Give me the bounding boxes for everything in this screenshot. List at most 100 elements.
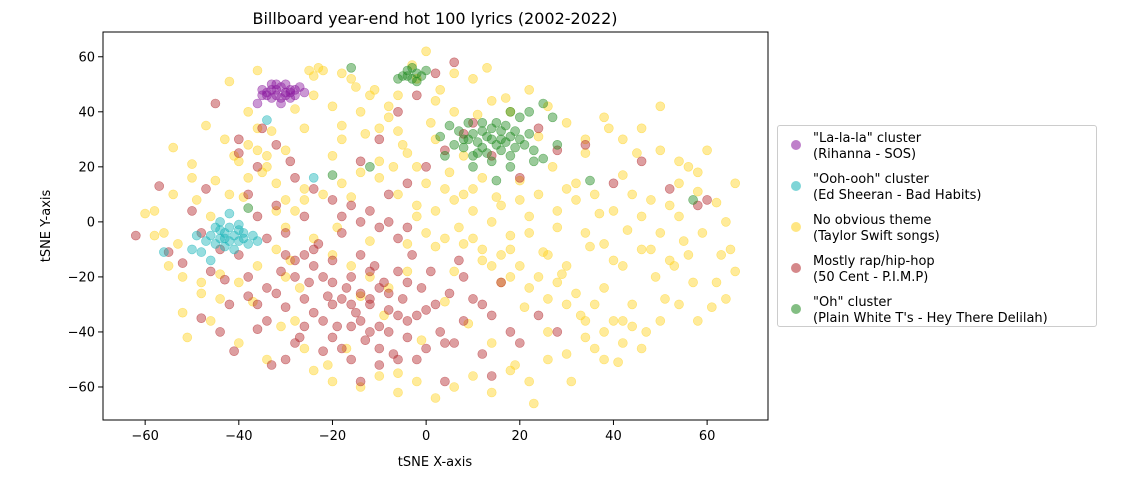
data-point-noobvious: [327, 250, 338, 260]
data-point-noobvious: [374, 371, 385, 381]
data-point-noobvious: [617, 261, 628, 271]
data-point-oh: [491, 175, 502, 186]
data-point-oh: [440, 151, 450, 161]
data-point-noobvious: [454, 222, 464, 233]
data-point-rap: [327, 299, 338, 310]
data-point-rap: [290, 173, 300, 183]
data-point-rap: [421, 343, 431, 354]
data-point-noobvious: [561, 184, 572, 194]
data-point-noobvious: [486, 261, 497, 271]
data-point-noobvious: [599, 112, 609, 123]
data-point-rap: [383, 305, 394, 315]
data-point-noobvious: [299, 195, 310, 205]
data-point-noobvious: [327, 101, 338, 112]
data-point-noobvious: [627, 321, 638, 332]
data-point-noobvious: [730, 178, 741, 189]
data-point-noobvious: [449, 195, 460, 205]
data-point-noobvious: [683, 162, 694, 172]
data-point-rap: [636, 156, 647, 167]
data-point-rap: [177, 258, 188, 268]
data-point-lalala: [280, 79, 291, 90]
data-point-rap: [304, 277, 314, 288]
legend-text-oh: "Oh" cluster (Plain White T's - Hey Ther…: [813, 295, 1048, 327]
data-point-noobvious: [449, 107, 460, 117]
data-point-rap: [280, 228, 291, 238]
data-point-oh: [402, 65, 413, 76]
data-point-noobvious: [252, 65, 263, 76]
data-point-noobvious: [543, 294, 553, 304]
data-point-oh: [463, 118, 474, 128]
data-point-oohooh: [205, 255, 216, 266]
data-point-noobvious: [355, 107, 366, 117]
data-point-noobvious: [477, 255, 488, 266]
data-point-rap: [252, 299, 263, 310]
data-point-noobvious: [238, 192, 249, 202]
data-point-rap: [131, 230, 141, 241]
data-point-noobvious: [280, 222, 291, 233]
data-point-noobvious: [229, 151, 239, 161]
data-point-rap: [458, 272, 469, 282]
legend-text-lalala: "La-la-la" cluster (Rihanna - SOS): [813, 131, 921, 163]
legend-text-noobvious: No obvious theme (Taylor Swift songs): [813, 213, 940, 245]
data-point-noobvious: [636, 211, 647, 222]
data-point-noobvious: [505, 365, 516, 376]
legend-sublabel: (50 Cent - P.I.M.P): [813, 270, 929, 285]
data-point-oh: [402, 71, 413, 81]
data-point-noobvious: [655, 228, 666, 238]
data-point-rap: [496, 277, 506, 288]
data-point-noobvious: [599, 239, 609, 249]
data-point-noobvious: [482, 63, 492, 73]
data-point-noobvious: [650, 272, 661, 282]
data-point-rap: [477, 299, 488, 310]
data-point-oh: [528, 145, 539, 156]
data-point-noobvious: [533, 272, 544, 282]
data-point-rap: [327, 277, 338, 288]
data-point-oh: [505, 107, 516, 117]
data-point-noobvious: [355, 291, 366, 302]
data-point-noobvious: [505, 230, 516, 241]
data-point-noobvious: [449, 68, 460, 79]
data-point-rap: [454, 255, 464, 266]
data-point-lalala: [276, 98, 286, 109]
data-point-noobvious: [360, 129, 371, 139]
data-point-rap: [440, 376, 450, 387]
data-point-rap: [411, 90, 422, 101]
data-point-rap: [468, 294, 478, 304]
data-point-rap: [215, 244, 225, 255]
data-point-noobvious: [692, 167, 703, 178]
data-point-oohooh: [205, 230, 216, 241]
data-point-noobvious: [711, 277, 722, 288]
data-point-noobvious: [688, 277, 698, 288]
data-point-oh: [449, 140, 460, 150]
data-point-rap: [393, 310, 403, 321]
data-point-rap: [234, 148, 244, 158]
data-point-noobvious: [636, 123, 647, 134]
x-tick-label: 40: [605, 429, 622, 444]
data-point-noobvious: [393, 90, 403, 101]
data-point-noobvious: [543, 101, 553, 112]
data-point-noobvious: [248, 296, 258, 307]
data-point-oh: [538, 153, 549, 164]
legend-label: "Ooh-ooh" cluster: [813, 172, 929, 187]
data-point-oh: [421, 65, 431, 76]
y-tick-label: 60: [78, 50, 95, 65]
data-point-rap: [430, 299, 441, 310]
data-point-rap: [369, 261, 380, 271]
chart-title: Billboard year-end hot 100 lyrics (2002-…: [252, 9, 617, 28]
data-point-noobvious: [580, 316, 591, 326]
data-point-noobvious: [486, 338, 497, 348]
data-point-rap: [383, 217, 394, 227]
data-point-lalala: [285, 93, 296, 103]
data-point-rap: [327, 332, 338, 343]
data-point-oohooh: [224, 208, 235, 219]
data-point-noobvious: [346, 74, 357, 84]
data-point-noobvious: [421, 46, 431, 57]
data-point-noobvious: [519, 302, 530, 313]
data-point-rap: [234, 250, 244, 260]
data-point-rap: [215, 327, 225, 337]
data-point-noobvious: [383, 112, 394, 123]
y-tick-label: 0: [87, 215, 95, 230]
data-point-noobvious: [168, 189, 178, 200]
data-point-rap: [402, 277, 413, 288]
data-point-noobvious: [243, 173, 253, 183]
